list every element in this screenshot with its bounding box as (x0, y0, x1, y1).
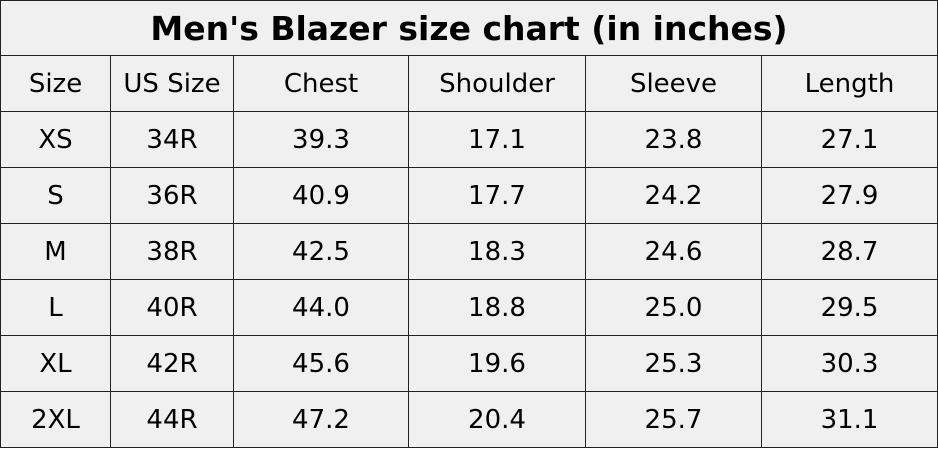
table-cell: 47.2 (233, 391, 409, 448)
table-cell: 42R (110, 335, 234, 392)
table-cell: 27.1 (760, 111, 938, 168)
table-cell: XS (0, 111, 111, 168)
table-cell: 2XL (0, 391, 111, 448)
table-cell: 25.3 (585, 335, 762, 392)
column-header: Sleeve (585, 55, 762, 112)
table-cell: 27.9 (760, 167, 938, 224)
table-cell: XL (0, 335, 111, 392)
table-cell: 36R (110, 167, 234, 224)
table-cell: 40R (110, 279, 234, 336)
table-cell: 44.0 (233, 279, 409, 336)
table-cell: 20.4 (408, 391, 586, 448)
table-cell: 17.1 (408, 111, 586, 168)
data-row: M 38R 42.5 18.3 24.6 28.7 (0, 223, 938, 280)
column-header: Size (0, 55, 111, 112)
data-row: XS 34R 39.3 17.1 23.8 27.1 (0, 111, 938, 168)
column-header: US Size (110, 55, 234, 112)
table-cell: 25.0 (585, 279, 762, 336)
table-cell: 40.9 (233, 167, 409, 224)
table-cell: 19.6 (408, 335, 586, 392)
table-cell: 17.7 (408, 167, 586, 224)
data-row: 2XL 44R 47.2 20.4 25.7 31.1 (0, 391, 938, 448)
title-row: Men's Blazer size chart (in inches) (0, 0, 938, 56)
table-cell: S (0, 167, 111, 224)
data-row: L 40R 44.0 18.8 25.0 29.5 (0, 279, 938, 336)
table-cell: 30.3 (760, 335, 938, 392)
table-cell: 42.5 (233, 223, 409, 280)
table-cell: 28.7 (760, 223, 938, 280)
table-title: Men's Blazer size chart (in inches) (0, 0, 938, 56)
table-cell: 24.2 (585, 167, 762, 224)
column-header: Length (760, 55, 938, 112)
table-cell: 44R (110, 391, 234, 448)
table-cell: 31.1 (760, 391, 938, 448)
table-cell: 45.6 (233, 335, 409, 392)
table-cell: 25.7 (585, 391, 762, 448)
column-header: Shoulder (408, 55, 586, 112)
column-header: Chest (233, 55, 409, 112)
data-row: S 36R 40.9 17.7 24.2 27.9 (0, 167, 938, 224)
table-cell: 29.5 (760, 279, 938, 336)
header-row: Size US Size Chest Shoulder Sleeve Length (0, 55, 938, 112)
table-cell: 23.8 (585, 111, 762, 168)
table-cell: M (0, 223, 111, 280)
table-cell: 18.8 (408, 279, 586, 336)
data-row: XL 42R 45.6 19.6 25.3 30.3 (0, 335, 938, 392)
table-cell: 18.3 (408, 223, 586, 280)
table-cell: 34R (110, 111, 234, 168)
table-cell: L (0, 279, 111, 336)
table-cell: 24.6 (585, 223, 762, 280)
table-cell: 38R (110, 223, 234, 280)
table-cell: 39.3 (233, 111, 409, 168)
